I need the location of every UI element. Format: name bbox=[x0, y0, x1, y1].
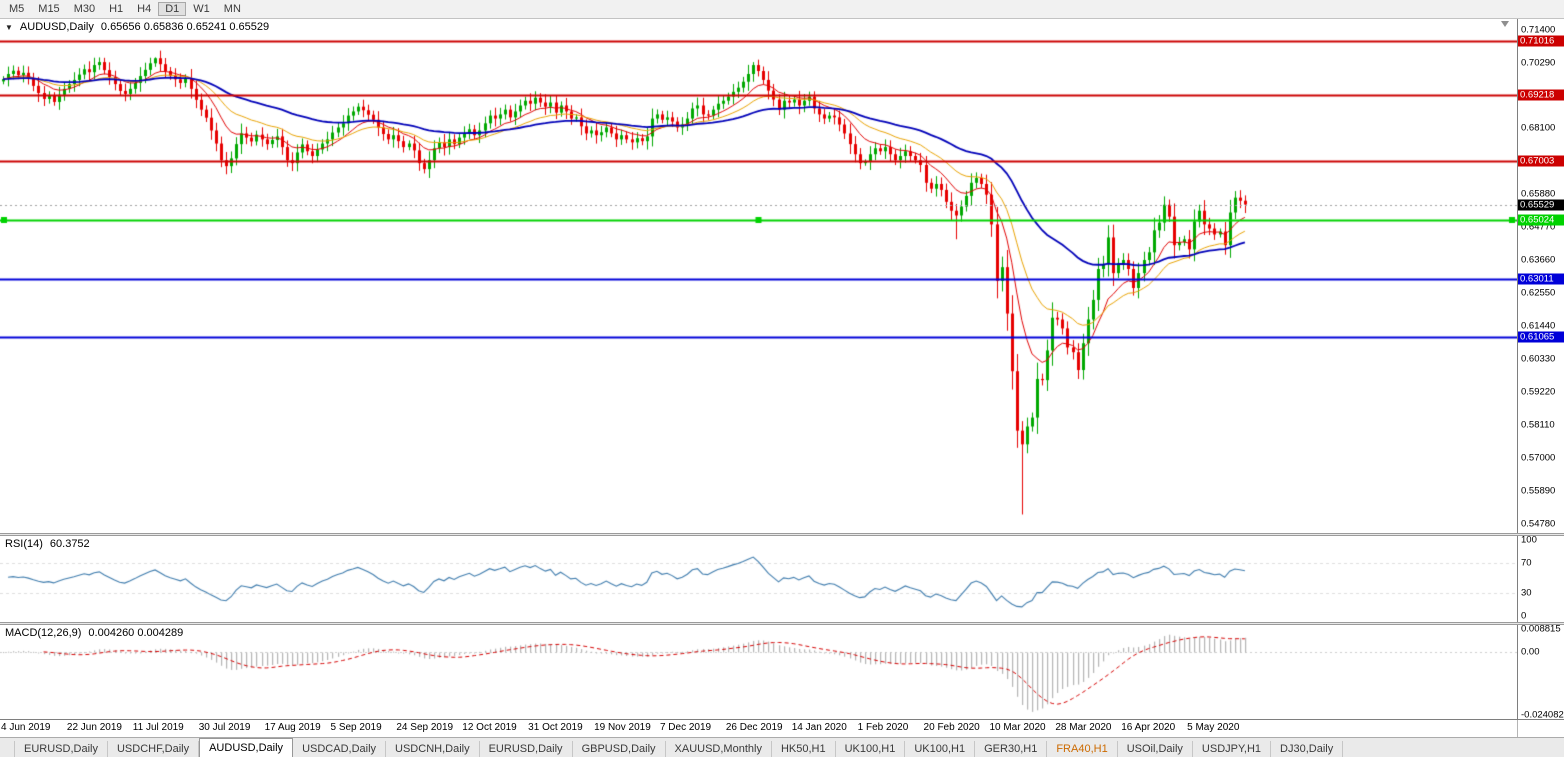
date-axis-label: 12 Oct 2019 bbox=[462, 722, 517, 733]
timeframe-button-h4[interactable]: H4 bbox=[137, 3, 152, 15]
date-axis-label: 14 Jan 2020 bbox=[791, 722, 847, 733]
macd-label: MACD(12,26,9) bbox=[5, 627, 82, 639]
macd-axis: 0.008815 0.00 -0.024082 bbox=[1517, 625, 1564, 719]
chart-dropdown-icon[interactable]: ▼ bbox=[5, 23, 13, 32]
date-axis-label: 19 Nov 2019 bbox=[594, 722, 651, 733]
panel-splitter[interactable] bbox=[0, 622, 1564, 625]
timeframe-button-m30[interactable]: M30 bbox=[73, 3, 96, 15]
timeframe-button-mn[interactable]: MN bbox=[223, 3, 241, 15]
price-axis-tick: 0.57000 bbox=[1521, 452, 1556, 464]
timeframe-button-m15[interactable]: M15 bbox=[38, 3, 60, 15]
date-axis-label: 31 Oct 2019 bbox=[528, 722, 583, 733]
date-axis-label: 5 May 2020 bbox=[1187, 722, 1240, 733]
chart-tab-dj30-daily[interactable]: DJ30,Daily bbox=[1271, 741, 1344, 757]
price-level-badge: 0.69218 bbox=[1518, 89, 1564, 101]
macd-axis-tick: 0.008815 bbox=[1521, 625, 1561, 635]
rsi-title: RSI(14) 60.3752 bbox=[5, 538, 90, 550]
date-axis-label: 24 Sep 2019 bbox=[396, 722, 454, 733]
chart-tab-uk100-h1[interactable]: UK100,H1 bbox=[836, 741, 906, 757]
date-axis-label: 11 Jul 2019 bbox=[132, 722, 184, 733]
date-axis-label: 16 Apr 2020 bbox=[1121, 722, 1176, 733]
rsi-chart-canvas[interactable] bbox=[0, 536, 1517, 622]
chart-shift-marker[interactable] bbox=[1501, 21, 1509, 27]
price-axis-tick: 0.70290 bbox=[1521, 57, 1556, 69]
price-axis: 0.71400 0.70290 0.68100 0.65880 0.64770 0.636… bbox=[1517, 19, 1564, 533]
rsi-axis-tick: 0 bbox=[1521, 610, 1527, 622]
chart-tab-usoil-daily[interactable]: USOil,Daily bbox=[1118, 741, 1193, 757]
date-axis-label: 5 Sep 2019 bbox=[330, 722, 382, 733]
price-chart-canvas[interactable] bbox=[0, 19, 1517, 533]
rsi-panel: RSI(14) 60.3752 100 70 30 0 bbox=[0, 536, 1564, 622]
chart-tab-gbpusd-daily[interactable]: GBPUSD,Daily bbox=[573, 741, 666, 757]
date-axis-label: 30 Jul 2019 bbox=[198, 722, 251, 733]
date-axis-label: 10 Mar 2020 bbox=[989, 722, 1046, 733]
price-level-badge: 0.63011 bbox=[1518, 273, 1564, 285]
panel-splitter[interactable] bbox=[0, 533, 1564, 536]
date-axis-label: 20 Feb 2020 bbox=[923, 722, 980, 733]
chart-tab-usdjpy-h1[interactable]: USDJPY,H1 bbox=[1193, 741, 1272, 757]
price-axis-tick: 0.62550 bbox=[1521, 287, 1556, 299]
chart-tab-audusd-daily[interactable]: AUDUSD,Daily bbox=[199, 738, 294, 757]
timeframe-button-w1[interactable]: W1 bbox=[193, 3, 210, 15]
date-axis-label: 28 Mar 2020 bbox=[1055, 722, 1112, 733]
timeframe-button-d1[interactable]: D1 bbox=[158, 2, 187, 16]
date-axis-label: 26 Dec 2019 bbox=[725, 722, 783, 733]
price-level-badge: 0.67003 bbox=[1518, 155, 1564, 167]
chart-ohlc-values: 0.65656 0.65836 0.65241 0.65529 bbox=[100, 21, 270, 33]
chart-tab-usdcad-daily[interactable]: USDCAD,Daily bbox=[293, 741, 387, 757]
date-axis-label: 7 Dec 2019 bbox=[659, 722, 712, 733]
current-price-badge: 0.65529 bbox=[1518, 199, 1564, 210]
rsi-axis-tick: 30 bbox=[1521, 587, 1532, 599]
chart-tab-bar: EURUSD,Daily USDCHF,Daily AUDUSD,Daily USDC… bbox=[0, 737, 1564, 757]
chart-tab-usdchf-daily[interactable]: USDCHF,Daily bbox=[108, 741, 200, 757]
date-axis-label: 17 Aug 2019 bbox=[264, 722, 321, 733]
macd-axis-tick: -0.024082 bbox=[1521, 709, 1564, 720]
chart-symbol-label: AUDUSD,Daily bbox=[19, 21, 94, 33]
macd-axis-tick: 0.00 bbox=[1521, 646, 1540, 658]
chart-tab-xauusd-monthly[interactable]: XAUUSD,Monthly bbox=[666, 741, 772, 757]
timeframe-toolbar: M5 M15 M30 H1 H4 D1 W1 MN bbox=[0, 0, 1564, 19]
price-axis-tick: 0.64770 bbox=[1521, 221, 1556, 233]
rsi-axis-tick: 70 bbox=[1521, 557, 1532, 569]
chart-tab-eurusd-daily[interactable]: EURUSD,Daily bbox=[480, 741, 573, 757]
macd-panel: MACD(12,26,9) 0.004260 0.004289 0.008815… bbox=[0, 625, 1564, 719]
price-axis-tick: 0.60330 bbox=[1521, 353, 1556, 365]
rsi-axis: 100 70 30 0 bbox=[1517, 536, 1564, 622]
date-axis-label: 4 Jun 2019 bbox=[1, 722, 51, 733]
date-axis-label: 1 Feb 2020 bbox=[857, 722, 909, 733]
main-chart-panel: ▼ AUDUSD,Daily 0.65656 0.65836 0.65241 0… bbox=[0, 19, 1564, 533]
time-axis: 4 Jun 2019 22 Jun 2019 11 Jul 2019 30 Jul 2… bbox=[0, 720, 1517, 737]
rsi-axis-tick: 100 bbox=[1521, 536, 1537, 546]
price-axis-tick: 0.58110 bbox=[1521, 419, 1555, 431]
date-axis-label: 22 Jun 2019 bbox=[66, 722, 122, 733]
chart-tab-usdcnh-daily[interactable]: USDCNH,Daily bbox=[386, 741, 480, 757]
macd-chart-canvas[interactable] bbox=[0, 625, 1517, 719]
price-axis-tick: 0.54780 bbox=[1521, 518, 1556, 530]
timeframe-button-h1[interactable]: H1 bbox=[109, 3, 124, 15]
rsi-label: RSI(14) bbox=[5, 538, 43, 550]
chart-tab-fra40-h1[interactable]: FRA40,H1 bbox=[1047, 741, 1118, 757]
price-level-badge: 0.61065 bbox=[1518, 331, 1564, 343]
price-axis-tick: 0.63660 bbox=[1521, 254, 1556, 266]
chart-tab-hk50-h1[interactable]: HK50,H1 bbox=[772, 741, 836, 757]
chart-tab-uk100-h1[interactable]: UK100,H1 bbox=[905, 741, 976, 757]
price-axis-tick: 0.55890 bbox=[1521, 485, 1556, 497]
price-level-badge: 0.71016 bbox=[1518, 35, 1564, 47]
rsi-value: 60.3752 bbox=[49, 538, 90, 550]
price-level-badge: 0.65024 bbox=[1518, 214, 1564, 225]
time-axis-row: 4 Jun 2019 22 Jun 2019 11 Jul 2019 30 Jul 2… bbox=[0, 719, 1564, 737]
price-axis-tick: 0.68100 bbox=[1521, 122, 1556, 134]
chart-title: ▼ AUDUSD,Daily 0.65656 0.65836 0.65241 0… bbox=[5, 21, 269, 34]
chart-tab-eurusd-daily[interactable]: EURUSD,Daily bbox=[14, 741, 108, 757]
price-axis-tick: 0.59220 bbox=[1521, 386, 1556, 398]
macd-values: 0.004260 0.004289 bbox=[88, 627, 184, 639]
timeframe-button-m5[interactable]: M5 bbox=[9, 3, 25, 15]
axis-corner bbox=[1517, 720, 1564, 737]
price-axis-tick: 0.61440 bbox=[1521, 320, 1556, 332]
chart-tab-ger30-h1[interactable]: GER30,H1 bbox=[975, 741, 1048, 757]
price-axis-tick: 0.65880 bbox=[1521, 188, 1556, 200]
macd-title: MACD(12,26,9) 0.004260 0.004289 bbox=[5, 627, 183, 639]
price-axis-tick: 0.71400 bbox=[1521, 24, 1556, 36]
